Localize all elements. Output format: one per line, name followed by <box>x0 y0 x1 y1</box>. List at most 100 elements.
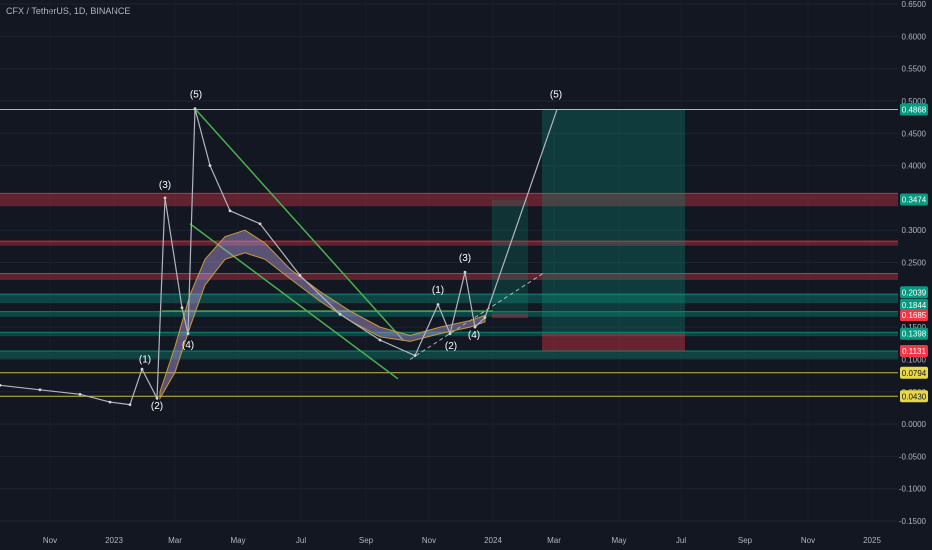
price-point <box>473 325 477 329</box>
wave-label: (4) <box>468 330 480 341</box>
price-point <box>448 332 452 335</box>
price-point <box>208 164 212 167</box>
price-label-text: 0.0430 <box>902 392 927 401</box>
wave-label: (2) <box>445 341 457 352</box>
x-tick-label: 2023 <box>105 536 123 545</box>
price-point <box>228 209 232 213</box>
x-tick-label: Mar <box>547 536 561 545</box>
price-label-text: 0.1844 <box>902 301 927 310</box>
target-box <box>542 109 685 334</box>
y-tick-label: 0.4500 <box>902 129 927 138</box>
x-tick-label: Jul <box>296 536 306 545</box>
y-tick-label: 0.6000 <box>902 32 927 41</box>
price-point <box>140 367 144 371</box>
sr-zone <box>0 241 898 246</box>
x-tick-label: May <box>230 536 245 545</box>
wave-label: (4) <box>182 340 194 351</box>
x-tick-label: Jul <box>676 536 686 545</box>
horizontal-lines <box>0 108 898 397</box>
stop-box <box>492 314 528 319</box>
price-point <box>298 274 302 277</box>
y-tick-label: 0.1000 <box>902 355 927 364</box>
price-label-text: 0.4868 <box>902 105 927 114</box>
price-point <box>0 383 2 387</box>
time-axis: Nov 2023 Mar May Jul Sep Nov 2024 Mar May Jul Sep No… <box>43 536 882 545</box>
y-tick-label: -0.1000 <box>899 485 927 494</box>
ma-ribbon <box>159 229 486 401</box>
price-point <box>186 332 190 335</box>
price-label-box <box>900 390 928 403</box>
price-axis: 0.65000.60000.55000.50000.45000.40000.35… <box>899 0 927 526</box>
wave-label: (2) <box>151 401 163 412</box>
price-point <box>78 392 82 396</box>
trend-support-dashed <box>409 271 546 360</box>
price-point <box>38 388 42 392</box>
sr-zone <box>0 193 898 207</box>
price-point <box>163 196 167 200</box>
sr-zone <box>0 294 898 304</box>
x-tick-label: 2025 <box>863 536 881 545</box>
trend-channels <box>162 108 546 380</box>
x-tick-label: Sep <box>359 536 374 545</box>
price-label-box <box>900 286 928 299</box>
price-label-box <box>900 309 928 322</box>
wave-label: (3) <box>159 180 171 191</box>
stop-box <box>542 333 685 351</box>
y-tick-label: -0.0500 <box>899 452 927 461</box>
price-label-box <box>900 366 928 379</box>
x-tick-label: 2024 <box>484 536 502 545</box>
price-label-text: 0.0794 <box>902 369 927 378</box>
price-label-box <box>900 344 928 357</box>
price-label-text: 0.1685 <box>902 311 927 320</box>
price-point <box>378 338 382 342</box>
price-label-text: 0.1398 <box>902 330 927 339</box>
y-tick-label: 0.5000 <box>902 97 927 106</box>
x-tick-label: Nov <box>801 536 815 545</box>
price-point <box>463 270 467 274</box>
x-tick-label: Nov <box>422 536 436 545</box>
sr-zone <box>0 351 898 359</box>
y-tick-label: 0.0000 <box>902 420 927 429</box>
price-label-text: 0.2039 <box>902 288 927 297</box>
x-tick-label: Nov <box>43 536 57 545</box>
sr-zone <box>0 273 898 280</box>
wave-labels: (1) (2) (3) (4) (5) (1) (2) (3) (4) (5) <box>139 90 562 412</box>
price-point <box>155 396 159 400</box>
projection-path <box>484 109 558 318</box>
y-tick-label: 0.5500 <box>902 65 927 74</box>
wave-label: (3) <box>459 253 471 264</box>
y-tick-label: 0.6500 <box>902 0 927 9</box>
y-tick-label: -0.1500 <box>899 517 927 526</box>
position-boxes <box>492 109 685 351</box>
target-box <box>492 199 528 315</box>
y-tick-label: 0.3000 <box>902 226 927 235</box>
x-tick-label: Sep <box>738 536 753 545</box>
price-series <box>0 107 487 407</box>
price-label-box <box>900 103 928 116</box>
wave-label: (5) <box>190 90 202 101</box>
y-tick-label: 0.4000 <box>902 162 927 171</box>
price-point <box>108 400 112 404</box>
wave-label: (1) <box>139 355 151 366</box>
wave-label: (5) <box>550 90 562 101</box>
channel-lower <box>189 223 399 380</box>
y-tick-label: 0.1500 <box>902 323 927 332</box>
price-point <box>413 354 417 357</box>
chart-grid <box>0 3 898 522</box>
sr-zone <box>0 311 898 317</box>
projection-line <box>484 109 558 318</box>
x-tick-label: May <box>611 536 626 545</box>
price-line <box>0 108 486 406</box>
price-label-box <box>900 193 928 206</box>
price-point <box>193 107 197 111</box>
price-label-box <box>900 298 928 311</box>
price-label-text: 0.3474 <box>902 196 927 205</box>
price-label-box <box>900 327 928 340</box>
channel-upper <box>194 108 404 341</box>
wave-label: (1) <box>432 285 444 296</box>
price-point <box>436 303 440 306</box>
price-label-text: 0.1131 <box>902 347 926 356</box>
y-tick-label: 0.2500 <box>902 259 927 268</box>
